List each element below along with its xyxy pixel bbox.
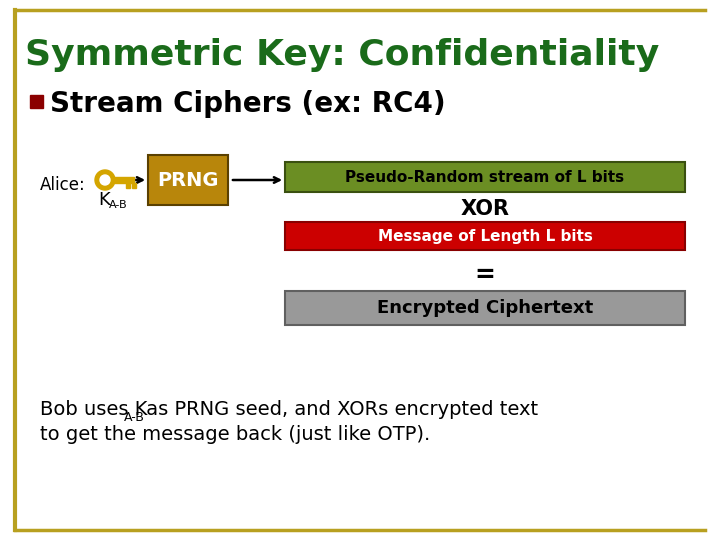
Bar [30, 95, 43, 108]
FancyBboxPatch shape [148, 155, 228, 205]
FancyBboxPatch shape [285, 162, 685, 192]
Text: Encrypted Ciphertext: Encrypted Ciphertext [377, 299, 593, 317]
Text: XOR: XOR [461, 199, 510, 219]
Text: PRNG: PRNG [157, 171, 219, 190]
Circle shape [95, 170, 115, 190]
Text: Stream Ciphers (ex: RC4): Stream Ciphers (ex: RC4) [50, 90, 446, 118]
Bar [132, 183, 136, 187]
Text: K: K [98, 191, 109, 209]
Text: A-B: A-B [124, 411, 145, 424]
Text: A-B: A-B [109, 200, 127, 210]
Text: =: = [474, 263, 495, 287]
Text: Pseudo-Random stream of L bits: Pseudo-Random stream of L bits [346, 170, 624, 185]
Bar [114, 177, 134, 183]
Text: Alice:: Alice: [40, 176, 86, 194]
Text: to get the message back (just like OTP).: to get the message back (just like OTP). [40, 425, 431, 444]
Circle shape [100, 175, 110, 185]
FancyBboxPatch shape [285, 291, 685, 325]
Bar [126, 183, 130, 187]
Text: Message of Length L bits: Message of Length L bits [377, 228, 593, 244]
Text: Bob uses K: Bob uses K [40, 400, 148, 419]
Text: Symmetric Key: Confidentiality: Symmetric Key: Confidentiality [25, 38, 660, 72]
FancyBboxPatch shape [285, 222, 685, 250]
Text: as PRNG seed, and XORs encrypted text: as PRNG seed, and XORs encrypted text [140, 400, 539, 419]
